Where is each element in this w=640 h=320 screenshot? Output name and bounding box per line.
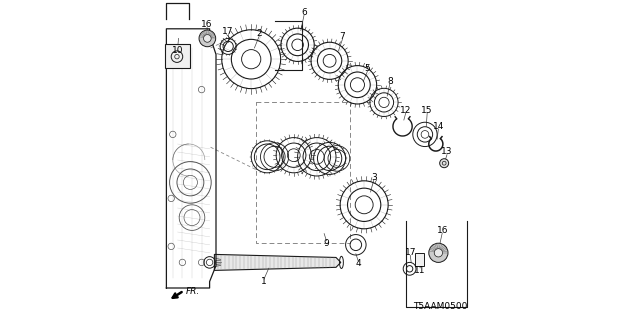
Text: 6: 6: [301, 8, 307, 17]
Text: 1: 1: [261, 277, 267, 286]
Text: 2: 2: [257, 29, 262, 38]
Text: 16: 16: [202, 20, 212, 29]
Circle shape: [204, 35, 211, 42]
Text: 17: 17: [223, 27, 234, 36]
Circle shape: [199, 30, 216, 47]
Text: 3: 3: [371, 173, 376, 182]
Text: FR.: FR.: [186, 287, 200, 296]
Text: 15: 15: [422, 106, 433, 115]
Text: 10: 10: [172, 46, 183, 55]
Text: 13: 13: [442, 148, 452, 156]
Text: 14: 14: [433, 122, 444, 131]
Text: 11: 11: [415, 266, 426, 275]
Text: 8: 8: [387, 77, 392, 86]
Text: 17: 17: [404, 248, 416, 257]
Circle shape: [429, 243, 448, 262]
FancyBboxPatch shape: [165, 44, 189, 68]
Circle shape: [440, 159, 449, 168]
Polygon shape: [214, 254, 340, 270]
Text: 9: 9: [324, 239, 329, 248]
Text: 4: 4: [356, 260, 361, 268]
Text: 16: 16: [436, 226, 448, 235]
Text: 12: 12: [400, 106, 412, 115]
FancyBboxPatch shape: [415, 253, 424, 266]
Text: T5AAM0500: T5AAM0500: [413, 302, 467, 311]
Circle shape: [434, 249, 443, 257]
Text: 5: 5: [365, 64, 370, 73]
Text: 7: 7: [340, 32, 345, 41]
